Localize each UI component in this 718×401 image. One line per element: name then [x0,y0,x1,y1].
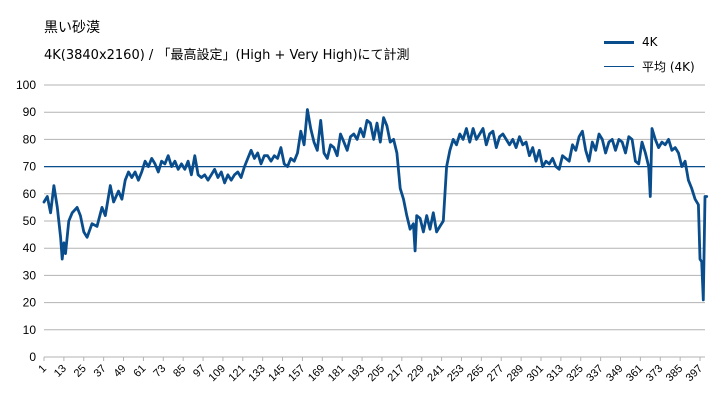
x-tick-label: 385 [664,363,685,384]
x-tick-label: 265 [465,363,486,384]
chart-title: 黒い砂漠 [44,20,100,36]
x-tick-label: 253 [445,363,466,384]
x-tick-label: 289 [505,363,526,384]
y-tick-label: 20 [23,296,37,310]
x-tick-label: 361 [624,363,645,384]
y-tick-label: 70 [23,160,37,174]
x-tick-label: 337 [584,363,605,384]
legend-label-average: 平均 (4K) [642,59,695,74]
legend-swatch-average [604,65,634,67]
legend-item-average: 平均 (4K) [604,54,695,78]
y-tick-label: 80 [23,132,37,146]
x-tick-label: 349 [604,363,625,384]
y-tick-label: 10 [23,323,37,337]
x-tick-label: 37 [92,363,109,380]
x-tick-label: 109 [207,363,228,384]
x-tick-label: 229 [405,363,426,384]
series-line-4k [42,108,709,302]
x-tick-label: 301 [525,363,546,384]
y-tick-label: 90 [23,105,37,119]
y-tick-label: 50 [23,214,37,228]
x-tick-label: 241 [425,363,446,384]
x-tick-label: 193 [346,363,367,384]
y-tick-label: 40 [23,241,37,255]
x-tick-label: 205 [366,363,387,384]
x-tick-label: 181 [326,363,347,384]
x-tick-label: 49 [111,363,128,380]
y-tick-label: 100 [16,78,36,92]
x-tick-label: 169 [306,363,327,384]
x-tick-label: 157 [286,363,307,384]
y-tick-label: 0 [29,350,36,364]
legend-swatch-series [604,40,634,44]
chart-subtitle: 4K(3840x2160) / 「最高設定」(High + Very High)… [44,48,410,63]
legend: 4K 平均 (4K) [604,30,695,78]
x-tick-label: 121 [226,363,247,384]
x-tick-label: 1 [36,363,49,376]
x-tick-label: 325 [564,363,585,384]
x-tick-label: 61 [131,363,148,380]
x-tick-label: 133 [246,363,267,384]
x-tick-label: 73 [151,363,168,380]
x-tick-label: 313 [545,363,566,384]
x-tick-label: 397 [684,363,705,384]
x-tick-label: 85 [171,363,188,380]
x-tick-label: 145 [266,363,287,384]
y-tick-label: 30 [23,268,37,282]
x-tick-label: 25 [72,363,89,380]
x-tick-label: 13 [52,363,69,380]
y-tick-label: 60 [23,187,37,201]
legend-item-series: 4K [604,30,695,54]
x-tick-label: 277 [485,363,506,384]
x-tick-label: 217 [385,363,406,384]
legend-label-series: 4K [642,35,658,49]
x-tick-label: 97 [191,363,208,380]
x-tick-label: 373 [644,363,665,384]
